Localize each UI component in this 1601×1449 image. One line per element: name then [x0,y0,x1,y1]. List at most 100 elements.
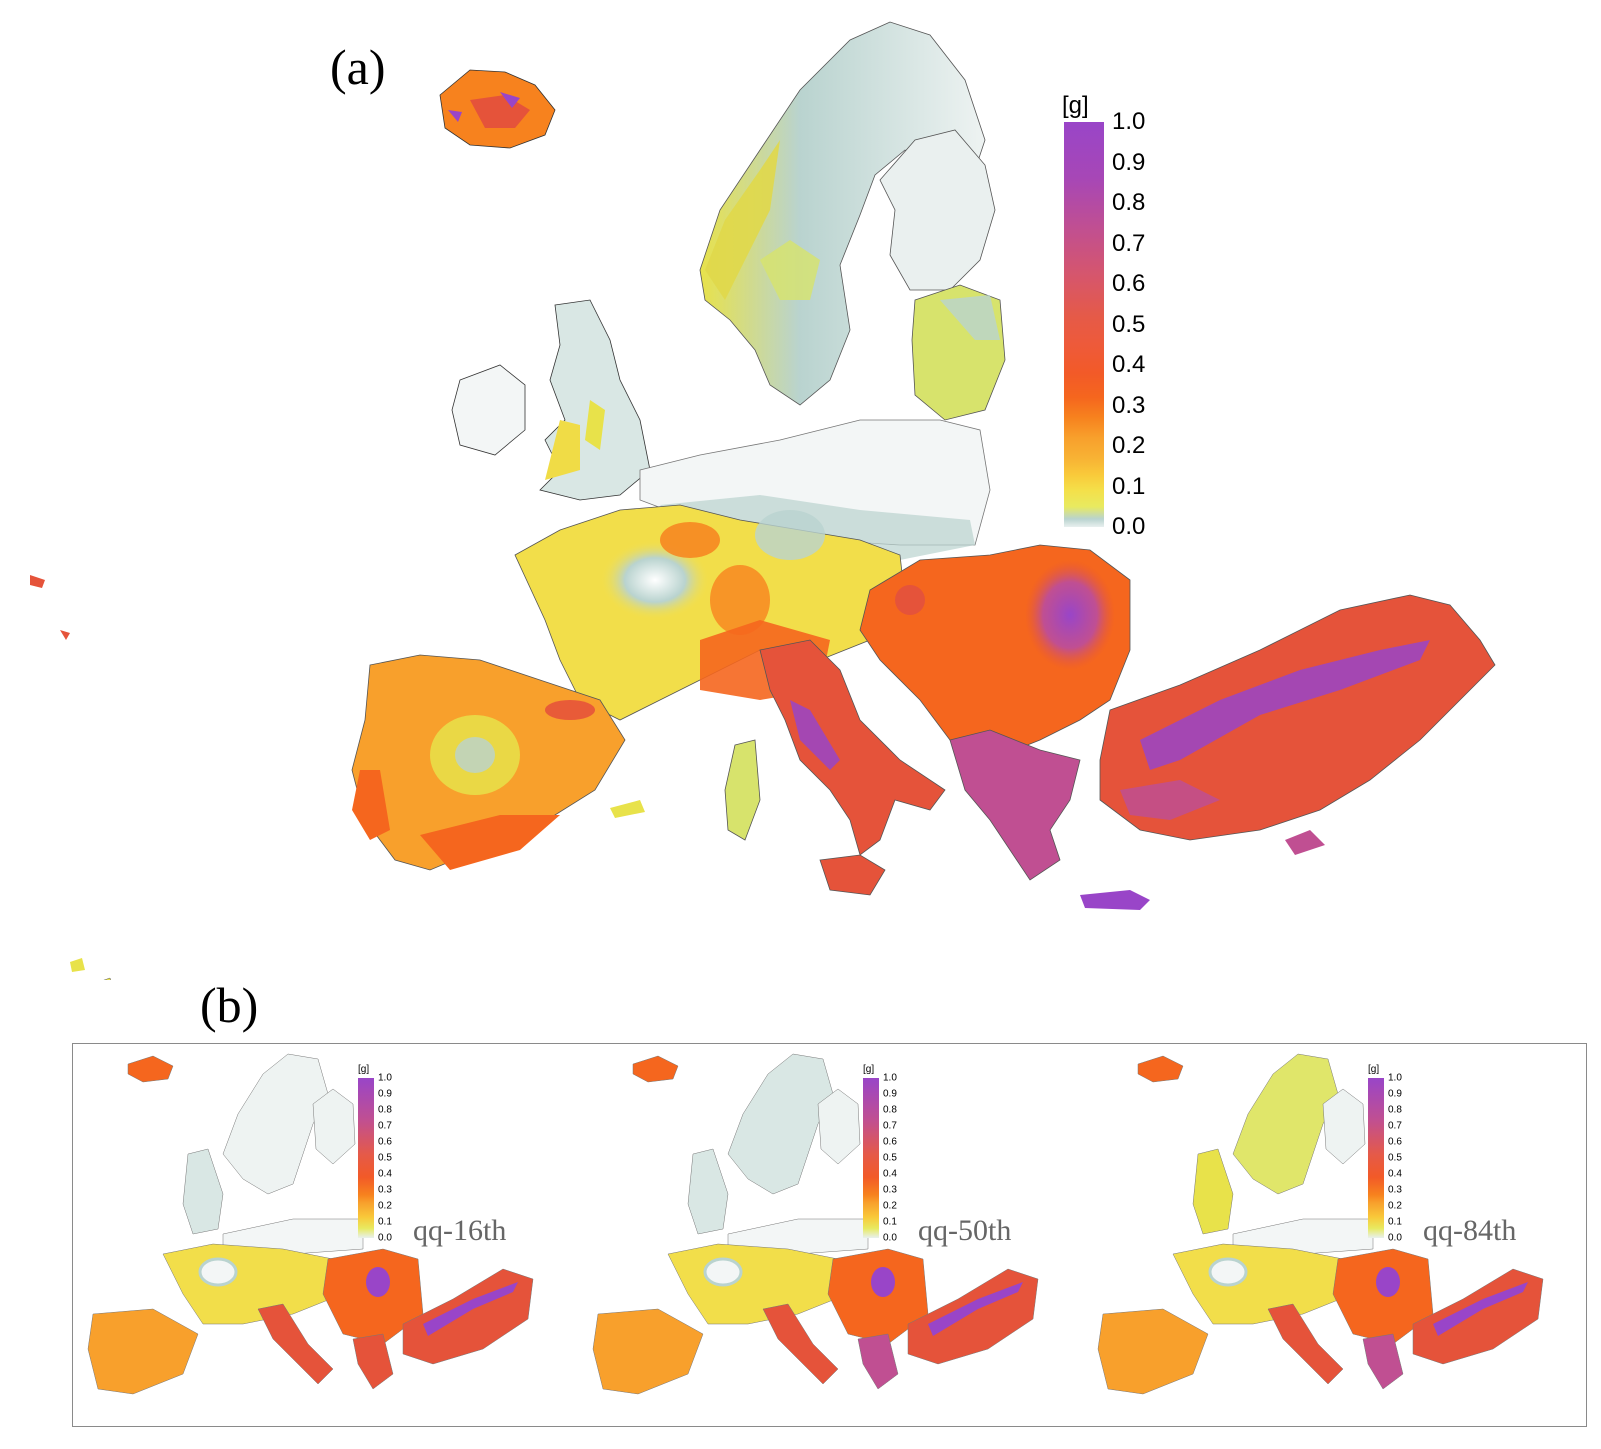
mini-legend-tick: 0.7 [883,1120,897,1132]
mini-legend-tick: 0.7 [378,1120,392,1132]
mini-legend-tick: 0.1 [1388,1216,1402,1228]
anatolian-fault-band [423,1282,518,1336]
greece-region [949,729,1150,910]
france-low-spot [1208,1257,1248,1287]
mini-legend-color-bar [1368,1078,1384,1238]
turkey-region [402,1268,534,1365]
legend-tick: 0.0 [1112,513,1146,540]
anatolian-fault-band [928,1282,1023,1336]
turkey-region [1412,1268,1544,1365]
baltics-region [911,284,1006,421]
mini-legend-tick: 0.6 [378,1136,392,1148]
scandinavia-region [699,21,986,406]
mini-hazard-map [1097,1053,1544,1395]
mini-legend-tick: 0.8 [378,1104,392,1116]
mini-legend-color-bar [358,1078,374,1238]
mini-legend-tick: 1.0 [883,1072,897,1084]
mini-legend-tick: 0.4 [1388,1168,1402,1180]
hazard-map-main [30,21,1496,980]
legend-tick-list: 1.0 0.9 0.8 0.7 0.6 0.5 0.4 0.3 0.2 0.1 … [1112,108,1182,540]
iceland-region [439,69,556,149]
romania-hotspot [871,1267,895,1297]
italy-region [257,1303,334,1385]
legend-tick: 0.1 [1112,472,1146,500]
mini-map-caption: qq-50th [918,1214,1012,1247]
greece-region [857,1333,899,1390]
finland-region [312,1088,356,1165]
romania-hotspot [1376,1267,1400,1297]
france-low-spot [198,1257,238,1287]
scandinavia-region [222,1053,329,1195]
mini-hazard-map [87,1053,534,1395]
mini-legend-unit: [g] [1368,1064,1380,1075]
romania-hotspot [366,1267,390,1297]
western-europe-region [1172,1243,1354,1325]
legend-tick: 0.2 [1112,432,1146,459]
british-isles-region [687,1148,729,1235]
mini-legend-tick: 0.9 [1388,1088,1402,1100]
mini-legend-color-bar [863,1078,879,1238]
mini-legend-tick-list: 1.0 0.9 0.8 0.7 0.6 0.5 0.4 0.3 0.2 0.1 0.0 [1388,1073,1428,1244]
legend-tick: 1.0 [1112,108,1146,135]
italy-region [724,639,946,896]
mini-legend-tick: 0.6 [1388,1136,1402,1148]
mini-legend-tick: 1.0 [378,1072,392,1084]
islands-region [30,575,645,980]
legend-tick: 0.5 [1112,310,1146,338]
mini-legend-tick: 0.3 [378,1184,392,1196]
mini-legend-tick: 0.5 [1388,1152,1402,1164]
mini-legend: [g] 1.0 0.9 0.8 0.7 0.6 0.5 0.4 0.3 0.2 0.1 0.0 [863,1064,923,1254]
mini-hazard-map [592,1053,1039,1395]
iberia-region [87,1308,199,1395]
mini-legend-tick: 0.3 [883,1184,897,1196]
mini-legend-tick: 0.0 [1388,1232,1402,1244]
legend-tick: 0.4 [1112,351,1146,378]
mini-legend-tick: 0.0 [378,1232,392,1244]
mini-legend-tick: 0.3 [1388,1184,1402,1196]
mini-legend-unit: [g] [863,1064,875,1075]
finland-region [879,129,996,291]
mini-legend: [g] 1.0 0.9 0.8 0.7 0.6 0.5 0.4 0.3 0.2 0.1 0.0 [1368,1064,1428,1254]
iberia-region [1097,1308,1209,1395]
legend-tick: 0.6 [1112,270,1146,297]
mini-legend-unit: [g] [358,1064,370,1075]
turkey-region [907,1268,1039,1365]
mini-legend-tick: 0.2 [1388,1200,1402,1212]
mini-map-16th: [g] 1.0 0.9 0.8 0.7 0.6 0.5 0.4 0.3 0.2 0.1 0.0 qq-1… [73,1044,578,1428]
legend-tick: 0.9 [1112,148,1146,176]
mini-legend-tick: 0.1 [883,1216,897,1228]
mini-legend-tick: 0.0 [883,1232,897,1244]
legend-tick: 0.7 [1112,229,1146,257]
iceland-region [127,1055,174,1083]
mini-map-84th: [g] 1.0 0.9 0.8 0.7 0.6 0.5 0.4 0.3 0.2 0.1 0.0 qq-8… [1083,1044,1588,1428]
france-low-spot [703,1257,743,1287]
mini-legend-tick: 1.0 [1388,1072,1402,1084]
scandinavia-region [727,1053,834,1195]
mini-legend-tick: 0.5 [883,1152,897,1164]
western-europe-region [667,1243,849,1325]
mini-legend-tick: 0.8 [883,1104,897,1116]
mini-legend-tick: 0.4 [883,1168,897,1180]
mini-legend-tick-list: 1.0 0.9 0.8 0.7 0.6 0.5 0.4 0.3 0.2 0.1 0.0 [378,1073,418,1244]
anatolian-fault-band [1433,1282,1528,1336]
panel-b-label: (b) [200,977,259,1033]
iberia-region [351,654,626,871]
scandinavia-region [1232,1053,1339,1195]
italy-region [762,1303,839,1385]
legend-unit-label: [g] [1062,92,1089,119]
british-isles-region [1192,1148,1234,1235]
finland-region [1322,1088,1366,1165]
iberia-region [592,1308,704,1395]
mini-legend-tick: 0.2 [883,1200,897,1212]
legend-main: [g] 1.0 0.9 0.8 0.7 0.6 0.5 0.4 0.3 0.2 … [1062,92,1182,552]
panel-b-frame: [g] 1.0 0.9 0.8 0.7 0.6 0.5 0.4 0.3 0.2 0.1 0.0 qq-1… [72,1043,1587,1427]
mini-legend-tick: 0.1 [378,1216,392,1228]
mini-legend-tick: 0.4 [378,1168,392,1180]
balkans-region [859,544,1131,761]
mini-legend-tick: 0.2 [378,1200,392,1212]
mini-legend-tick: 0.8 [1388,1104,1402,1116]
mini-legend: [g] 1.0 0.9 0.8 0.7 0.6 0.5 0.4 0.3 0.2 0.1 0.0 [358,1064,418,1254]
mini-legend-tick-list: 1.0 0.9 0.8 0.7 0.6 0.5 0.4 0.3 0.2 0.1 0.0 [883,1073,923,1244]
british-isles-region [182,1148,224,1235]
british-isles-region [451,299,651,501]
